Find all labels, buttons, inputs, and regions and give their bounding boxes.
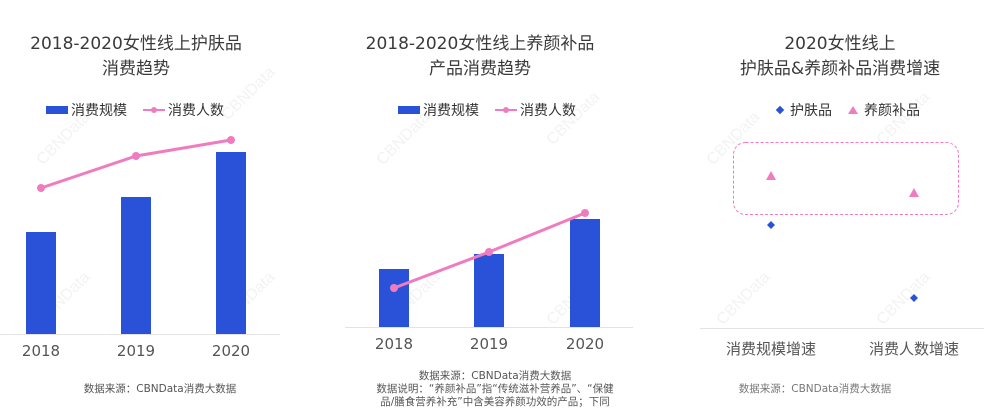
legend-label: 养颜补品	[864, 103, 920, 119]
legend-item-scale: 消费规模	[398, 100, 479, 120]
bar-2019	[474, 254, 504, 327]
legend-item-users: 消费人数	[143, 100, 224, 120]
legend-item-users: 消费人数	[495, 100, 576, 120]
line-swatch-icon	[495, 105, 517, 115]
data-note-line-2: 品/膳食营养补充”中含美容养颜功效的产品；下同	[380, 396, 610, 408]
bar-swatch-icon	[398, 106, 420, 114]
title-line-1: 2020女性线上	[784, 34, 896, 54]
legend-item-skincare: 护肤品	[775, 100, 832, 120]
legend-label: 消费人数	[168, 103, 224, 119]
diamond-marker-skincare-scale	[767, 221, 775, 229]
line-swatch-icon	[143, 105, 165, 115]
users-line	[40, 138, 232, 190]
data-source: 数据来源：CBNData消费大数据	[418, 370, 572, 382]
x-tick: 2019	[116, 342, 156, 360]
bar-2020	[570, 219, 600, 327]
line-point	[390, 284, 398, 292]
chart-legend: 消费规模 消费人数	[46, 100, 240, 120]
data-source-block: 数据来源：CBNData消费大数据 数据说明：“养颜补品”指“传统滋补营养品”、…	[330, 370, 660, 409]
x-tick: 消费规模增速	[725, 340, 816, 358]
chart-title: 2020女性线上 护肤品&养颜补品消费增速	[690, 32, 984, 82]
chart-legend: 消费规模 消费人数	[398, 100, 592, 120]
line-point	[227, 136, 235, 144]
chart-title: 2018-2020女性线上养颜补品 产品消费趋势	[330, 32, 630, 82]
legend-item-scale: 消费规模	[46, 100, 127, 120]
title-line-1: 2018-2020女性线上养颜补品	[365, 34, 595, 54]
bar-2019	[121, 197, 151, 334]
legend-label: 消费规模	[71, 103, 127, 119]
title-line-2: 消费趋势	[102, 59, 170, 79]
bar-2020	[216, 152, 246, 334]
line-point	[132, 152, 140, 160]
chart-panel-skincare-trend: 2018-2020女性线上护肤品 消费趋势 消费规模 消费人数 2018 201…	[0, 0, 300, 414]
legend-label: 消费人数	[520, 103, 576, 119]
line-point	[485, 248, 493, 256]
data-note-line-1: 数据说明：“养颜补品”指“传统滋补营养品”、“保健	[376, 383, 614, 395]
chart-title: 2018-2020女性线上护肤品 消费趋势	[0, 32, 272, 82]
chart-panel-supplement-trend: 2018-2020女性线上养颜补品 产品消费趋势 消费规模 消费人数 2018 …	[330, 0, 660, 414]
triangle-marker-supplement-users	[909, 188, 919, 197]
x-tick: 2018	[374, 335, 414, 353]
legend-label: 护肤品	[790, 103, 832, 119]
data-source: 数据来源：CBNData消费大数据	[738, 383, 892, 395]
x-tick: 消费人数增速	[868, 340, 959, 358]
highlight-dashed-box	[733, 142, 959, 215]
chart-panel-growth-rate: 2020女性线上 护肤品&养颜补品消费增速 护肤品 养颜补品 消费规模增速 消费…	[700, 0, 984, 414]
bar-swatch-icon	[46, 106, 68, 114]
title-line-2: 护肤品&养颜补品消费增速	[739, 59, 941, 79]
data-source: 数据来源：CBNData消费大数据	[83, 383, 237, 395]
title-line-1: 2018-2020女性线上护肤品	[30, 34, 242, 54]
triangle-marker-supplement-scale	[766, 171, 776, 180]
legend-item-supplements: 养颜补品	[848, 100, 920, 120]
x-tick: 2020	[565, 335, 605, 353]
plot-area	[345, 209, 633, 328]
x-tick: 2019	[469, 335, 509, 353]
line-point	[37, 184, 45, 192]
legend-label: 消费规模	[423, 103, 479, 119]
plot-area	[700, 142, 984, 329]
bar-2018	[379, 269, 409, 327]
diamond-marker-skincare-users	[910, 294, 918, 302]
line-point	[581, 209, 589, 217]
x-tick: 2020	[211, 342, 251, 360]
chart-legend: 护肤品 养颜补品	[775, 100, 936, 120]
title-line-2: 产品消费趋势	[429, 59, 531, 79]
plot-area	[0, 136, 280, 335]
x-tick: 2018	[21, 342, 61, 360]
triangle-marker-icon	[848, 106, 858, 114]
bar-2018	[26, 232, 56, 334]
